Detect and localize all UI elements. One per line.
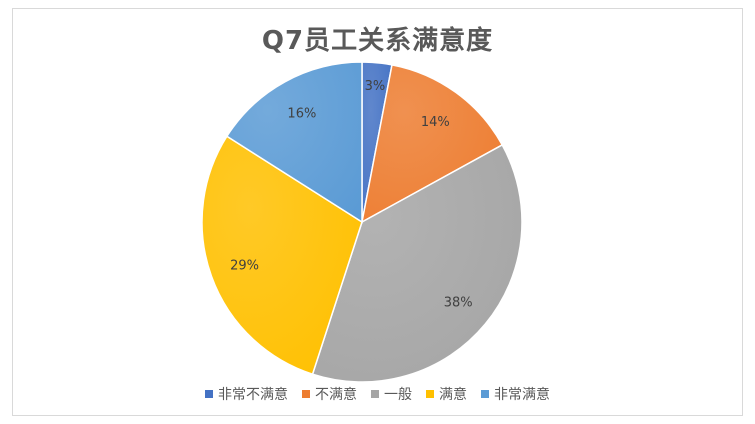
legend: 非常不满意 不满意 一般 满意 非常满意 xyxy=(0,384,755,404)
pie-slice-3 xyxy=(311,143,523,383)
legend-swatch xyxy=(426,390,434,398)
legend-label: 非常满意 xyxy=(494,387,550,403)
legend-swatch xyxy=(371,390,379,398)
legend-item-4: 满意 xyxy=(426,384,467,404)
data-label-3: 38% xyxy=(444,296,473,311)
data-label-5: 16% xyxy=(287,107,316,122)
legend-label: 一般 xyxy=(384,387,412,403)
pie-slice-4 xyxy=(201,135,363,376)
pie-slice-2 xyxy=(360,63,504,224)
legend-item-1: 非常不满意 xyxy=(205,384,288,404)
legend-label: 不满意 xyxy=(315,387,357,403)
legend-item-2: 不满意 xyxy=(302,384,357,404)
data-label-1: 3% xyxy=(365,79,386,94)
chart-title: Q7员工关系满意度 xyxy=(261,26,494,56)
legend-swatch xyxy=(481,390,489,398)
data-label-4: 29% xyxy=(230,258,259,273)
legend-label: 非常不满意 xyxy=(218,387,288,403)
legend-swatch xyxy=(205,390,213,398)
legend-swatch xyxy=(302,390,310,398)
pie-slice-5 xyxy=(225,61,363,224)
data-label-2: 14% xyxy=(421,115,450,130)
legend-item-5: 非常满意 xyxy=(481,384,550,404)
legend-label: 满意 xyxy=(439,387,467,403)
legend-item-3: 一般 xyxy=(371,384,412,404)
